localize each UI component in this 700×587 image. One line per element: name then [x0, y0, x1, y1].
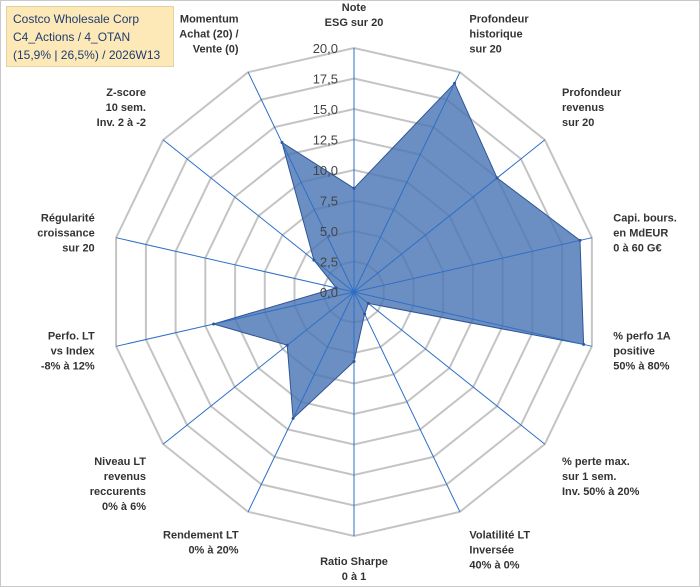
company-name: Costco Wholesale Corp: [13, 12, 140, 26]
axis-label: reccurents: [90, 486, 146, 498]
data-point: [280, 141, 284, 144]
axis-spoke: [353, 291, 546, 445]
axis-label: revenus: [104, 471, 146, 483]
data-point: [352, 186, 356, 190]
tick-label: 0,0: [320, 285, 338, 300]
axis-spoke: [353, 291, 593, 347]
axis-label: Perfo. LT: [48, 331, 95, 343]
axis-label: revenus: [562, 102, 604, 114]
axis-label: Z-score: [106, 87, 146, 99]
axis-label: positive: [613, 346, 655, 358]
axis-label: sur 1 sem.: [562, 471, 616, 483]
axis-label: -8% à 12%: [41, 361, 95, 373]
axis-label-group: Niveau LT revenus reccurents 0% à 6%: [90, 456, 147, 513]
tick-label: 12,5: [313, 133, 338, 148]
data-point: [334, 286, 338, 290]
axis-label: Inv. 2 à -2: [97, 117, 146, 129]
data-point: [312, 258, 316, 262]
axis-spoke: [353, 139, 546, 293]
axis-label-group: Momentum Achat (20) / Vente (0): [179, 13, 239, 55]
axis-label-group: % perfo 1A positive 50% à 80%: [613, 331, 671, 373]
data-point: [582, 342, 586, 346]
axis-label: Volatilité LT: [469, 530, 530, 542]
data-point: [363, 312, 367, 316]
axis-spoke: [115, 291, 355, 347]
axis-label: 0% à 6%: [102, 501, 146, 513]
axis-spoke: [353, 237, 593, 293]
axis-spoke: [115, 237, 355, 293]
tick-label: 20,0: [313, 41, 338, 56]
data-point: [291, 416, 295, 420]
axis-spoke: [353, 291, 461, 513]
axis-label: 0% à 20%: [188, 545, 238, 557]
axis-label: Vente (0): [193, 43, 239, 55]
tick-label: 5,0: [320, 224, 338, 239]
data-series-polygon: [211, 82, 585, 420]
axis-spoke: [162, 139, 355, 293]
axis-label-group: Profondeur revenus sur 20: [562, 87, 622, 129]
axis-label-group: Ratio Sharpe 0 à 1: [320, 556, 388, 583]
axis-label: Profondeur: [469, 13, 529, 25]
axis-label: Ratio Sharpe: [320, 556, 388, 568]
axis-label-group: Capi. bours. en MdEUR 0 à 60 G€: [613, 212, 677, 254]
axis-spoke: [353, 71, 461, 293]
axis-label: ESG sur 20: [325, 17, 384, 29]
axis-label: Inv. 50% à 20%: [562, 486, 640, 498]
axis-label: Profondeur: [562, 87, 622, 99]
axis-label: vs Index: [51, 346, 96, 358]
data-point: [212, 322, 216, 326]
tick-label: 10,0: [313, 163, 338, 178]
axis-label: sur 20: [62, 242, 94, 254]
axis-label: Inversée: [469, 545, 514, 557]
data-point: [285, 343, 289, 347]
axis-label-group: Profondeur historique sur 20: [469, 13, 529, 55]
tick-label: 15,0: [313, 102, 338, 117]
axis-label-group: Rendement LT 0% à 20%: [163, 530, 239, 557]
axis-spoke: [247, 71, 355, 293]
axis-label: Momentum: [180, 13, 239, 25]
axis-label-group: Z-score 10 sem. Inv. 2 à -2: [97, 87, 146, 129]
axis-label: Régularité: [41, 212, 95, 224]
axis-label: Achat (20) /: [179, 28, 238, 40]
data-point: [495, 176, 499, 180]
axis-label-group: Volatilité LT Inversée 40% à 0%: [469, 530, 530, 572]
axis-label: historique: [469, 28, 522, 40]
axis-label: 10 sem.: [106, 102, 146, 114]
axis-label: Rendement LT: [163, 530, 239, 542]
axis-label: sur 20: [469, 43, 501, 55]
axis-label: 50% à 80%: [613, 361, 669, 373]
axis-label: 0 à 1: [342, 571, 366, 583]
data-point: [578, 238, 582, 242]
tick-label: 2,5: [320, 255, 338, 270]
axis-label: croissance: [37, 227, 94, 239]
data-point: [352, 360, 356, 363]
axis-label-group: Régularité croissance sur 20: [37, 212, 94, 254]
portfolio-category: C4_Actions / 4_OTAN: [13, 30, 131, 44]
axis-label-group: % perte max. sur 1 sem. Inv. 50% à 20%: [562, 456, 640, 498]
axis-label: Niveau LT: [94, 456, 146, 468]
data-point: [366, 301, 370, 305]
chart-title-box: Costco Wholesale Corp C4_Actions / 4_OTA…: [6, 6, 174, 67]
axis-label: 40% à 0%: [469, 560, 519, 572]
axis-label: en MdEUR: [613, 227, 668, 239]
performance-summary: (15,9% | 26,5%) / 2026W13: [13, 48, 161, 62]
axis-label: % perte max.: [562, 456, 630, 468]
tick-label: 7,5: [320, 194, 338, 209]
axis-label-group: Perfo. LT vs Index -8% à 12%: [41, 331, 96, 373]
axis-spoke: [247, 291, 355, 513]
axis-label-group: Note ESG sur 20: [325, 2, 384, 29]
axis-label: 0 à 60 G€: [613, 242, 661, 254]
axis-spoke: [162, 291, 355, 445]
axis-label: % perfo 1A: [613, 331, 671, 343]
axis-label: Note: [342, 2, 366, 14]
axis-label: Capi. bours.: [613, 212, 677, 224]
axis-label: sur 20: [562, 117, 594, 129]
tick-label: 17,5: [313, 72, 338, 87]
data-point: [453, 81, 457, 85]
